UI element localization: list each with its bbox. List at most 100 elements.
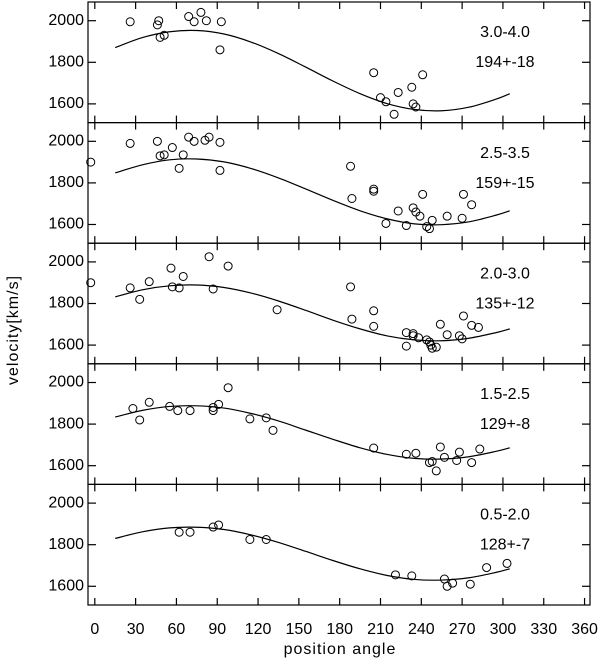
y-tick-label: 2000: [48, 133, 84, 150]
data-point: [369, 443, 379, 453]
y-tick-label: 1600: [48, 578, 84, 595]
data-point: [144, 397, 154, 407]
data-point: [390, 570, 400, 580]
data-point: [467, 320, 477, 330]
x-tick-label: 120: [245, 621, 272, 638]
data-point: [178, 150, 188, 160]
data-point: [155, 151, 165, 161]
data-point: [208, 284, 218, 294]
x-axis-label: position angle: [284, 641, 397, 658]
data-point: [407, 82, 417, 92]
data-point: [125, 283, 135, 293]
data-point: [208, 402, 218, 412]
data-point: [189, 136, 199, 146]
data-point: [427, 343, 437, 353]
y-tick-label: 2000: [48, 12, 84, 29]
data-point: [167, 143, 177, 153]
data-point: [389, 109, 399, 119]
data-point: [411, 448, 421, 458]
data-point: [208, 522, 218, 532]
data-point: [245, 535, 255, 545]
data-point: [369, 184, 379, 194]
data-point: [408, 331, 418, 341]
data-point: [401, 449, 411, 459]
data-point: [125, 17, 135, 27]
data-point: [125, 138, 135, 148]
data-point: [174, 283, 184, 293]
data-point: [418, 189, 428, 199]
data-point: [347, 193, 357, 203]
data-point: [196, 7, 206, 17]
panel-annotation: 3.0-4.0: [480, 24, 530, 41]
data-point: [475, 444, 485, 454]
data-point: [427, 215, 437, 225]
data-point: [346, 161, 356, 171]
data-point: [414, 333, 424, 343]
panel-annotation: 2.0-3.0: [480, 265, 530, 282]
data-point: [408, 99, 418, 109]
data-point: [159, 150, 169, 160]
data-point: [201, 16, 211, 26]
panel-annotation: 129+-8: [480, 416, 530, 433]
panel-annotation: 0.5-2.0: [480, 507, 530, 524]
data-point: [457, 213, 467, 223]
data-point: [401, 221, 411, 231]
x-tick-label: 210: [367, 621, 394, 638]
x-tick-label: 150: [286, 621, 313, 638]
data-point: [431, 342, 441, 352]
fit-curve: [115, 284, 510, 342]
data-point: [167, 282, 177, 292]
x-tick-label: 330: [530, 621, 557, 638]
data-point: [216, 17, 226, 27]
data-point: [435, 442, 445, 452]
data-point: [174, 527, 184, 537]
data-point: [448, 578, 458, 588]
data-point: [208, 406, 218, 416]
data-point: [393, 206, 403, 216]
data-point: [268, 425, 278, 435]
data-point: [454, 447, 464, 457]
data-point: [418, 70, 428, 80]
data-point: [442, 581, 452, 591]
data-point: [435, 319, 445, 329]
y-tick-label: 1600: [48, 457, 84, 474]
fit-curve: [115, 526, 510, 581]
y-tick-label: 1800: [48, 174, 84, 191]
data-point: [204, 252, 214, 262]
data-point: [135, 294, 145, 304]
data-point: [457, 334, 467, 344]
data-point: [152, 136, 162, 146]
y-tick-label: 2000: [48, 374, 84, 391]
data-point: [347, 314, 357, 324]
data-point: [442, 211, 452, 221]
data-point: [427, 457, 437, 467]
panel-annotation: 135+-12: [475, 295, 534, 312]
data-point: [482, 563, 492, 573]
x-tick-label: 300: [490, 621, 517, 638]
x-tick-label: 60: [168, 621, 186, 638]
data-point: [369, 68, 379, 78]
y-tick-label: 2000: [48, 253, 84, 270]
data-point: [465, 579, 475, 589]
data-point: [261, 413, 271, 423]
data-point: [204, 132, 214, 142]
data-point: [178, 271, 188, 281]
data-point: [454, 331, 464, 341]
x-tick-label: 180: [326, 621, 353, 638]
data-point: [375, 93, 385, 103]
data-point: [261, 535, 271, 545]
x-tick-label: 240: [408, 621, 435, 638]
data-point: [135, 415, 145, 425]
data-point: [144, 277, 154, 287]
fit-curve: [115, 29, 510, 112]
data-point: [424, 224, 434, 234]
data-point: [173, 406, 183, 416]
data-point: [422, 222, 432, 232]
data-point: [154, 16, 164, 26]
data-point: [458, 311, 468, 321]
data-point: [86, 157, 96, 167]
data-point: [401, 341, 411, 351]
data-point: [272, 305, 282, 315]
data-point: [185, 406, 195, 416]
